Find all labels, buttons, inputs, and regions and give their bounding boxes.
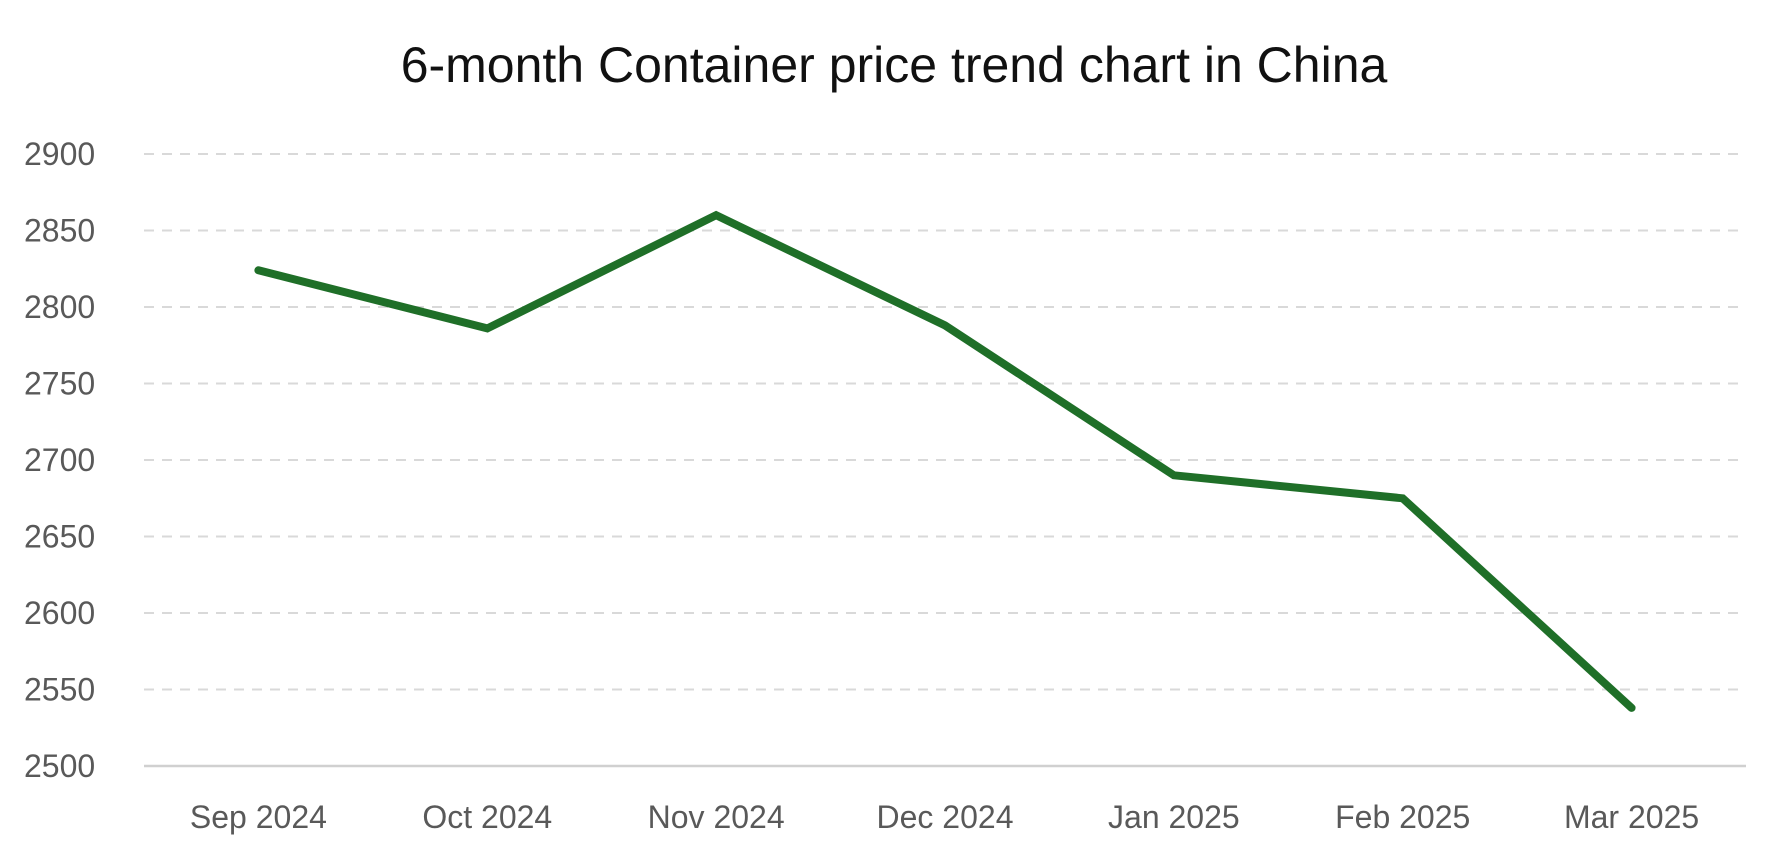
series-line [254,210,1636,712]
y-tick-label: 2750 [24,366,95,402]
y-tick-label: 2500 [24,748,95,784]
y-tick-label: 2800 [24,289,95,325]
x-tick-label: Oct 2024 [422,799,552,835]
x-tick-label: Dec 2024 [877,799,1014,835]
x-tick-label: Nov 2024 [648,799,785,835]
y-tick-label: 2900 [24,136,95,172]
x-tick-label: Sep 2024 [190,799,327,835]
y-tick-label: 2550 [24,672,95,708]
series-layer [254,210,1636,712]
x-axis-tick-labels: Sep 2024 Oct 2024 Nov 2024 Dec 2024 Jan 2025… [190,799,1699,835]
y-tick-label: 2700 [24,442,95,478]
x-tick-label: Feb 2025 [1335,799,1470,835]
x-tick-label: Jan 2025 [1108,799,1240,835]
y-tick-label: 2850 [24,213,95,249]
x-tick-label: Mar 2025 [1564,799,1699,835]
gridlines [144,153,1746,691]
y-tick-label: 2600 [24,595,95,631]
y-tick-label: 2650 [24,519,95,555]
y-axis-tick-labels: 2500 2550 2600 2650 2700 2750 2800 2850 2900 [24,136,95,784]
chart-title: 6-month Container price trend chart in C… [401,37,1388,93]
